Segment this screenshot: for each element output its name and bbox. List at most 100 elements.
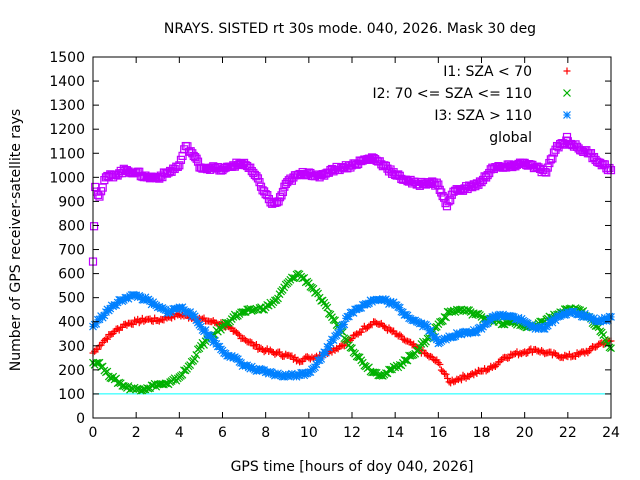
y-tick-label: 1100 <box>49 146 85 162</box>
data-point <box>234 330 242 338</box>
data-point <box>395 303 404 312</box>
data-point <box>346 343 355 352</box>
data-point <box>376 320 384 328</box>
data-point <box>474 366 482 374</box>
data-point <box>103 335 111 343</box>
data-point <box>434 180 443 189</box>
data-point <box>94 345 102 353</box>
legend-label: I2: 70 <= SZA <= 110 <box>372 86 532 102</box>
data-point <box>396 331 404 339</box>
data-point <box>457 376 465 384</box>
y-tick-label: 600 <box>58 267 85 283</box>
data-point <box>535 347 543 355</box>
data-point <box>427 352 435 360</box>
data-point <box>121 320 129 328</box>
data-point <box>488 363 496 371</box>
data-point <box>515 351 522 359</box>
y-tick-label: 100 <box>58 387 85 403</box>
data-point <box>490 362 498 370</box>
y-tick-label: 1000 <box>49 170 85 186</box>
data-point <box>93 358 102 367</box>
data-point <box>357 328 365 336</box>
data-point <box>134 315 142 323</box>
chart-title: NRAYS. SISTED rt 30s mode. 040, 2026. Ma… <box>164 21 536 37</box>
data-point <box>504 354 512 362</box>
data-point <box>132 385 141 394</box>
data-point <box>149 317 157 325</box>
y-tick-label: 400 <box>58 315 85 331</box>
data-point <box>408 341 416 349</box>
data-point <box>294 356 302 364</box>
legend-label: I1: SZA < 70 <box>443 64 532 80</box>
data-point <box>343 336 352 345</box>
series-2 <box>89 269 615 395</box>
data-point <box>246 338 254 346</box>
data-point <box>193 157 203 166</box>
data-point <box>446 307 455 316</box>
data-point <box>114 325 122 333</box>
legend-label: I3: SZA > 110 <box>434 108 532 124</box>
legend-marker <box>563 111 571 119</box>
legend: I1: SZA < 70 I2: 70 <= SZA <= 110 I3: SZA … <box>372 64 572 146</box>
x-tick-label: 16 <box>429 425 447 441</box>
data-point <box>456 374 464 382</box>
data-point <box>513 348 521 356</box>
data-point <box>178 370 187 379</box>
legend-marker <box>562 132 572 142</box>
data-point <box>541 350 549 358</box>
data-point <box>288 352 296 360</box>
data-point <box>524 349 532 357</box>
data-point <box>363 324 371 332</box>
data-point <box>369 368 378 377</box>
y-tick-label: 300 <box>58 339 85 355</box>
data-point <box>400 336 408 344</box>
data-point <box>323 303 332 312</box>
data-point <box>442 313 450 322</box>
data-point <box>141 316 149 324</box>
data-point <box>436 360 444 368</box>
data-point <box>397 332 405 340</box>
data-point <box>314 289 323 298</box>
data-point <box>351 331 359 339</box>
data-point <box>521 348 529 356</box>
data-point <box>235 331 243 339</box>
series-4 <box>88 136 616 266</box>
x-tick-label: 22 <box>559 425 577 441</box>
data-point <box>548 154 557 163</box>
x-tick-label: 4 <box>175 425 184 441</box>
data-point <box>437 366 445 374</box>
y-tick-label: 200 <box>58 363 85 379</box>
data-point <box>542 168 551 177</box>
data-point <box>336 343 344 351</box>
data-point <box>89 222 99 231</box>
data-point <box>305 354 313 362</box>
data-point <box>340 320 349 329</box>
data-point <box>508 351 516 359</box>
legend-label: global <box>489 130 532 146</box>
data-point <box>442 370 450 378</box>
data-point <box>248 339 256 347</box>
x-tick-label: 8 <box>261 425 270 441</box>
data-point <box>276 348 284 356</box>
data-point <box>255 178 264 187</box>
data-point <box>522 350 530 358</box>
legend-entry: I1: SZA < 70 <box>443 64 571 80</box>
series-3 <box>89 290 615 381</box>
data-point <box>459 371 467 379</box>
data-point <box>365 322 373 330</box>
data-point <box>274 197 283 206</box>
data-point <box>208 318 216 326</box>
data-point <box>592 343 600 351</box>
y-tick-label: 700 <box>58 243 85 259</box>
x-tick-label: 14 <box>386 425 404 441</box>
data-point <box>127 384 136 393</box>
data-point <box>404 337 411 345</box>
data-point <box>385 365 393 374</box>
legend-marker <box>563 67 571 75</box>
data-point <box>599 331 608 339</box>
legend-entry: I2: 70 <= SZA <= 110 <box>372 86 571 102</box>
y-axis-title: Number of GPS receiver-satellite rays <box>8 109 24 371</box>
legend-entry: I3: SZA > 110 <box>434 108 571 124</box>
y-tick-label: 1200 <box>49 122 85 138</box>
